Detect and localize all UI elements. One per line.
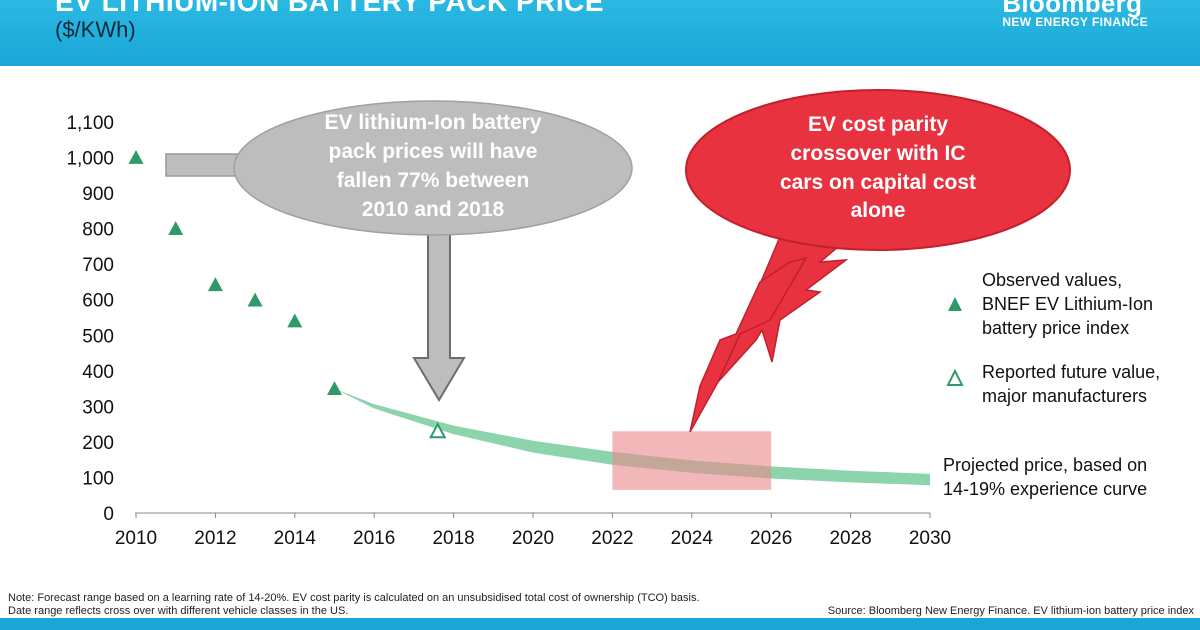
observed-point xyxy=(247,292,263,307)
footnote-line-1: Note: Forecast range based on a learning… xyxy=(8,592,700,604)
y-tick-label: 100 xyxy=(82,468,114,489)
footer-bar xyxy=(0,618,1200,630)
brand-logo: Bloomberg NEW ENERGY FINANCE xyxy=(1002,0,1148,29)
y-tick-label: 900 xyxy=(82,184,114,205)
legend-reported-line-1: Reported future value, xyxy=(982,362,1160,382)
legend-observed-line-3: battery price index xyxy=(982,318,1129,338)
y-tick-label: 200 xyxy=(82,433,114,454)
gray-callout: EV lithium-Ion battery pack prices will … xyxy=(165,100,633,402)
red-callout-line-3: cars on capital cost xyxy=(780,171,976,194)
observed-point xyxy=(327,381,342,395)
x-tick-label: 2022 xyxy=(591,528,633,549)
red-callout: EV cost parity crossover with IC cars on… xyxy=(685,89,1071,433)
observed-point xyxy=(128,150,144,164)
y-tick-label: 700 xyxy=(82,255,114,276)
observed-point xyxy=(287,313,303,328)
x-tick-label: 2024 xyxy=(671,528,714,549)
gray-callout-line-2: pack prices will have xyxy=(329,140,538,163)
x-tick-label: 2010 xyxy=(115,528,157,549)
x-tick-label: 2020 xyxy=(512,528,554,549)
legend-observed-line-2: BNEF EV Lithium-Ion xyxy=(982,294,1153,314)
gray-callout-down-arrow xyxy=(412,224,466,402)
y-tick-label: 1,000 xyxy=(66,149,114,170)
legend: Observed values, BNEF EV Lithium-Ion bat… xyxy=(943,270,1160,499)
x-tick-label: 2030 xyxy=(909,528,951,549)
page-subtitle: ($/KWh) xyxy=(55,17,136,42)
page-title: EV LITHIUM-ION BATTERY PACK PRICE xyxy=(55,0,605,17)
data-points xyxy=(128,150,447,439)
y-tick-label: 400 xyxy=(82,362,114,383)
x-tick-label: 2026 xyxy=(750,528,792,549)
legend-projected-line-2: 14-19% experience curve xyxy=(943,479,1147,499)
red-callout-lightning xyxy=(717,227,858,383)
red-callout-line-2: crossover with IC xyxy=(790,142,965,165)
source-note: Source: Bloomberg New Energy Finance. EV… xyxy=(827,605,1194,617)
gray-callout-line-4: 2010 and 2018 xyxy=(362,198,505,221)
axes: 2010 2012 2014 2016 2018 2020 2022 2024 2026 2028… xyxy=(66,113,951,549)
legend-reported-marker xyxy=(946,368,964,386)
y-tick-label: 0 xyxy=(103,504,114,525)
legend-observed-marker xyxy=(948,297,962,311)
red-callout-line-1: EV cost parity xyxy=(808,113,948,136)
gray-callout-line-3: fallen 77% between xyxy=(337,169,530,192)
parity-range-layer xyxy=(612,431,772,490)
brand-tagline: NEW ENERGY FINANCE xyxy=(1002,15,1148,29)
y-tick-label: 800 xyxy=(82,220,114,241)
y-tick-label: 600 xyxy=(82,291,114,312)
x-tick-label: 2016 xyxy=(353,528,395,549)
x-tick-label: 2012 xyxy=(194,528,236,549)
brand-name: Bloomberg xyxy=(1002,0,1143,18)
red-callout-lightning-tip xyxy=(689,256,808,433)
legend-projected-line-1: Projected price, based on xyxy=(943,455,1147,475)
red-callout-bubble xyxy=(685,89,1071,251)
legend-observed-line-1: Observed values, xyxy=(982,270,1122,290)
observed-point xyxy=(168,221,184,236)
x-tick-label: 2014 xyxy=(274,528,317,549)
parity-range-box xyxy=(612,431,772,490)
x-tick-label: 2018 xyxy=(432,528,474,549)
legend-reported-line-2: major manufacturers xyxy=(982,386,1147,406)
reported-point xyxy=(429,422,447,439)
header-bar: EV LITHIUM-ION BATTERY PACK PRICE ($/KWh… xyxy=(0,0,1200,66)
y-tick-label: 1,100 xyxy=(66,113,114,134)
y-tick-label: 500 xyxy=(82,326,114,347)
observed-point xyxy=(207,277,223,292)
footnote: Note: Forecast range based on a learning… xyxy=(8,592,700,618)
y-tick-label: 300 xyxy=(82,397,114,418)
gray-callout-bubble xyxy=(233,100,633,236)
footnote-line-2: Date range reflects cross over with diff… xyxy=(8,605,349,617)
x-tick-label: 2028 xyxy=(829,528,871,549)
gray-callout-line-1: EV lithium-Ion battery xyxy=(324,111,541,134)
red-callout-line-4: alone xyxy=(851,199,906,222)
